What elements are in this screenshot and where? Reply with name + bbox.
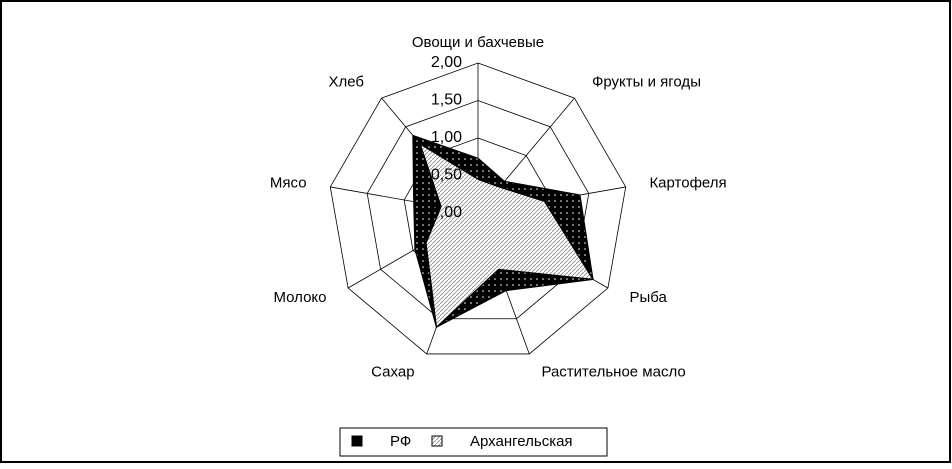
category-label: Рыба — [629, 289, 667, 306]
category-label: Мясо — [270, 174, 307, 191]
category-label: Картофеля — [649, 174, 726, 191]
tick-label: 0,00 — [431, 204, 462, 221]
plot-area: 0,00 0,50 1,00 1,50 2,00 Овощи и бахчевые Фрук… — [270, 34, 727, 381]
grid-ring — [329, 62, 627, 355]
legend-swatch — [431, 435, 443, 447]
tick-label: 2,00 — [431, 54, 462, 71]
category-label: Овощи и бахчевые — [412, 34, 544, 51]
legend — [339, 427, 608, 457]
legend-label: Архангельская — [470, 433, 573, 450]
legend-swatch — [351, 435, 363, 447]
tick-label: 1,50 — [431, 92, 462, 109]
legend-label: РФ — [390, 433, 411, 450]
category-label: Хлеб — [328, 74, 364, 91]
category-label: Молоко — [273, 289, 326, 306]
category-label: Сахар — [371, 364, 414, 381]
category-label: Фрукты и ягоды — [592, 74, 701, 91]
grid-ring — [366, 100, 590, 320]
category-label: Растительное масло — [541, 364, 685, 381]
tick-label: 1,00 — [431, 129, 462, 146]
series-area — [419, 142, 595, 329]
tick-label: 0,50 — [431, 167, 462, 184]
